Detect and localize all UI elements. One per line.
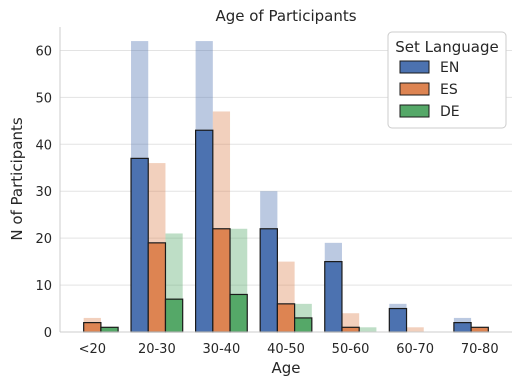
bar bbox=[453, 322, 472, 333]
bar bbox=[341, 326, 360, 333]
bar bbox=[470, 326, 489, 333]
bar bbox=[388, 307, 408, 333]
legend-label: ES bbox=[440, 82, 458, 98]
bar bbox=[147, 242, 167, 333]
legend-label: DE bbox=[440, 104, 460, 120]
legend-swatch bbox=[399, 104, 430, 118]
x-tick-label: 50-60 bbox=[332, 342, 370, 357]
bar bbox=[229, 293, 248, 333]
x-axis-label: Age bbox=[271, 359, 300, 377]
bar bbox=[259, 228, 278, 333]
legend-items: EN ES DE bbox=[399, 60, 460, 120]
background-bar bbox=[406, 327, 424, 332]
x-tick-label: <20 bbox=[79, 342, 106, 357]
x-ticks: <20 20-30 30-40 40-50 50-60 60-70 70-80 bbox=[79, 342, 499, 357]
y-tick-label: 10 bbox=[35, 279, 52, 294]
y-tick-label: 50 bbox=[35, 91, 52, 106]
y-tick-label: 60 bbox=[35, 44, 52, 59]
background-bar bbox=[359, 327, 377, 332]
x-tick-label: 40-50 bbox=[267, 342, 305, 357]
legend-label: EN bbox=[440, 60, 459, 76]
x-tick-label: 60-70 bbox=[396, 342, 434, 357]
bar bbox=[164, 298, 184, 333]
bar bbox=[195, 129, 214, 333]
y-ticks: 0 10 20 30 40 50 60 bbox=[35, 44, 52, 341]
foreground-bars bbox=[83, 129, 489, 333]
y-tick-label: 0 bbox=[44, 326, 52, 341]
legend: Set Language EN ES DE bbox=[387, 31, 507, 129]
bar bbox=[276, 303, 296, 333]
legend-swatch bbox=[399, 82, 430, 96]
x-tick-label: 20-30 bbox=[138, 342, 176, 357]
y-tick-label: 40 bbox=[35, 138, 52, 153]
y-tick-label: 30 bbox=[35, 185, 52, 200]
legend-title: Set Language bbox=[395, 38, 498, 56]
bar bbox=[100, 326, 119, 333]
legend-frame bbox=[387, 31, 507, 129]
legend-swatch bbox=[399, 60, 430, 74]
x-tick-label: 30-40 bbox=[203, 342, 241, 357]
bar bbox=[294, 317, 313, 333]
chart-title: Age of Participants bbox=[215, 7, 356, 25]
bar bbox=[130, 157, 149, 333]
y-tick-label: 20 bbox=[35, 232, 52, 247]
x-tick-label: 70-80 bbox=[461, 342, 499, 357]
bar bbox=[324, 261, 343, 333]
bar bbox=[212, 228, 231, 333]
y-axis-label: N of Participants bbox=[8, 117, 26, 241]
axes bbox=[59, 27, 512, 333]
bar bbox=[83, 322, 102, 333]
